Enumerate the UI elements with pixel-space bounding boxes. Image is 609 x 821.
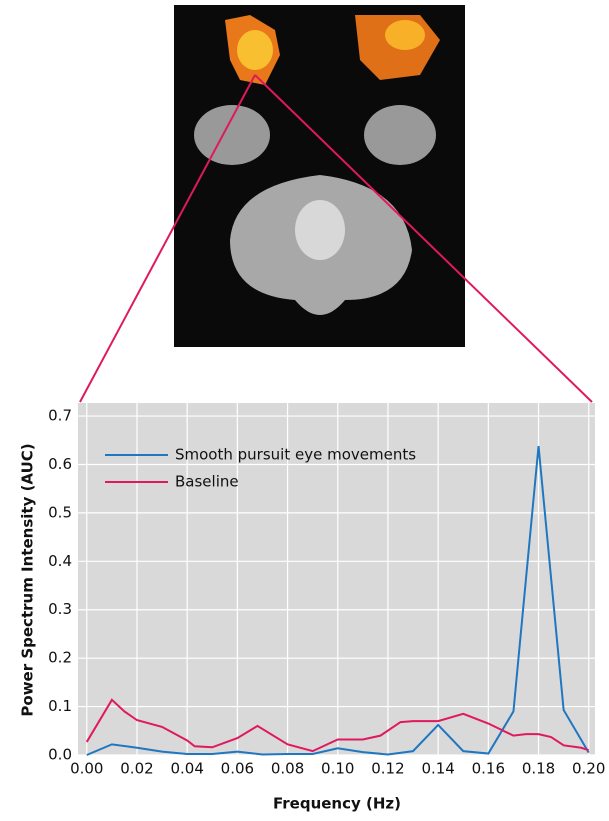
brain-image: [174, 5, 465, 347]
legend-label: Smooth pursuit eye movements: [175, 446, 416, 464]
legend-label: Baseline: [175, 473, 239, 491]
x-tick-label: 0.12: [371, 760, 404, 778]
x-tick-label: 0.00: [70, 760, 103, 778]
chart: Frequency (Hz) Power Spectrum Intensity …: [0, 0, 609, 817]
x-tick-label: 0.06: [221, 760, 254, 778]
x-tick-label: 0.08: [271, 760, 304, 778]
x-tick-label: 0.10: [321, 760, 354, 778]
x-tick-label: 0.02: [120, 760, 153, 778]
y-tick-label: 0.7: [48, 407, 72, 425]
y-axis-label: Power Spectrum Intensity (AUC): [19, 443, 37, 716]
x-tick-label: 0.20: [572, 760, 605, 778]
x-tick-label: 0.04: [170, 760, 203, 778]
page: {"chart_data": {"type": "line", "xlabel"…: [0, 0, 609, 817]
y-tick-label: 0.0: [48, 746, 72, 764]
y-tick-label: 0.3: [48, 600, 72, 618]
x-tick-label: 0.18: [522, 760, 555, 778]
y-tick-label: 0.4: [48, 552, 72, 570]
x-axis-label: Frequency (Hz): [273, 795, 401, 813]
y-tick-label: 0.1: [48, 697, 72, 715]
y-tick-label: 0.5: [48, 503, 72, 521]
x-tick-label: 0.16: [472, 760, 505, 778]
y-tick-label: 0.6: [48, 455, 72, 473]
x-tick-label: 0.14: [421, 760, 454, 778]
y-tick-label: 0.2: [48, 649, 72, 667]
